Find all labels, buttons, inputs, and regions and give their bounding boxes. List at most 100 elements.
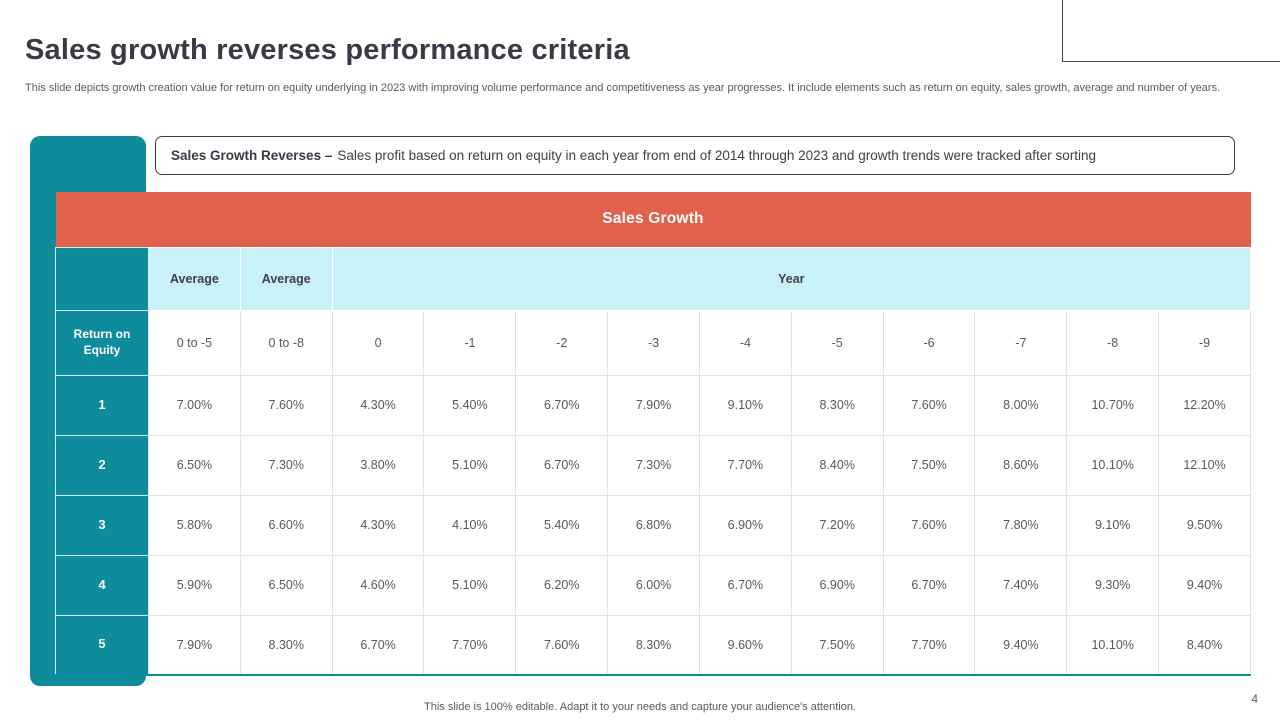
data-cell: 7.30% — [239, 434, 333, 496]
data-cell: 7.40% — [974, 554, 1068, 616]
data-cell: 6.70% — [698, 554, 792, 616]
data-cell: 7.50% — [790, 614, 884, 676]
slide-description: This slide depicts growth creation value… — [25, 82, 1221, 94]
sales-growth-table: Sales Growth Average Average Year Return… — [55, 192, 1252, 676]
range-header-cell: 0 to -5 — [148, 309, 241, 376]
data-cell: 7.60% — [882, 494, 976, 556]
data-cell: 8.40% — [1158, 614, 1251, 676]
table-row: 4 5.90% 6.50% 4.60% 5.10% 6.20% 6.00% 6.70% 6.90… — [55, 554, 1251, 616]
data-cell: 8.00% — [974, 374, 1068, 436]
footer-note: This slide is 100% editable. Adapt it to… — [424, 701, 856, 713]
data-cell: 5.80% — [148, 494, 241, 556]
page-number: 4 — [1251, 692, 1258, 706]
data-cell: 4.10% — [423, 494, 517, 556]
row-label: 2 — [55, 434, 149, 496]
row-label: 4 — [55, 554, 149, 616]
range-header-cell: -9 — [1158, 309, 1251, 376]
data-cell: 9.40% — [1158, 554, 1251, 616]
data-cell: 6.80% — [607, 494, 700, 556]
callout-text: Sales profit based on return on equity i… — [337, 148, 1097, 163]
data-cell: 6.70% — [882, 554, 976, 616]
logo-placeholder — [1062, 0, 1280, 62]
range-header-cell: -3 — [607, 309, 700, 376]
range-header-cell: 0 to -8 — [239, 309, 333, 376]
range-header-cell: -5 — [790, 309, 884, 376]
data-cell: 10.70% — [1066, 374, 1160, 436]
table-row: 5 7.90% 8.30% 6.70% 7.70% 7.60% 8.30% 9.60% 7.50… — [55, 614, 1251, 676]
data-cell: 12.20% — [1158, 374, 1251, 436]
data-cell: 8.40% — [790, 434, 884, 496]
data-cell: 6.50% — [239, 554, 333, 616]
row-label: 5 — [55, 614, 149, 676]
data-cell: 7.70% — [698, 434, 792, 496]
data-cell: 4.30% — [331, 494, 425, 556]
table-row: 3 5.80% 6.60% 4.30% 4.10% 5.40% 6.80% 6.90% 7.20… — [55, 494, 1251, 556]
data-cell: 6.70% — [331, 614, 425, 676]
data-cell: 7.50% — [882, 434, 976, 496]
data-cell: 9.50% — [1158, 494, 1251, 556]
data-cell: 7.60% — [515, 614, 609, 676]
data-cell: 7.60% — [882, 374, 976, 436]
data-cell: 9.30% — [1066, 554, 1160, 616]
data-cell: 7.30% — [607, 434, 700, 496]
table-title-cell: Sales Growth — [55, 192, 1251, 247]
data-cell: 6.50% — [148, 434, 241, 496]
data-cell: 5.10% — [423, 554, 517, 616]
data-cell: 9.10% — [698, 374, 792, 436]
data-cell: 8.30% — [239, 614, 333, 676]
row-label: 3 — [55, 494, 149, 556]
data-cell: 7.20% — [790, 494, 884, 556]
range-header-cell: -6 — [882, 309, 976, 376]
data-cell: 7.90% — [607, 374, 700, 436]
data-cell: 7.70% — [882, 614, 976, 676]
data-cell: 6.70% — [515, 434, 609, 496]
data-cell: 8.30% — [790, 374, 884, 436]
data-cell: 4.60% — [331, 554, 425, 616]
average-header-cell: Average — [148, 246, 241, 311]
range-header-row: Return on Equity 0 to -5 0 to -8 0 -1 -2 -3 -4… — [55, 309, 1251, 376]
data-cell: 5.40% — [515, 494, 609, 556]
data-cell: 10.10% — [1066, 434, 1160, 496]
corner-cell — [55, 246, 149, 311]
row-label: 1 — [55, 374, 149, 436]
data-cell: 9.40% — [974, 614, 1068, 676]
data-cell: 4.30% — [331, 374, 425, 436]
data-cell: 8.30% — [607, 614, 700, 676]
data-cell: 6.60% — [239, 494, 333, 556]
range-header-cell: -8 — [1066, 309, 1160, 376]
data-cell: 5.10% — [423, 434, 517, 496]
data-cell: 9.10% — [1066, 494, 1160, 556]
data-cell: 5.40% — [423, 374, 517, 436]
data-cell: 7.00% — [148, 374, 241, 436]
data-cell: 7.90% — [148, 614, 241, 676]
callout-title: Sales Growth Reverses – — [171, 148, 333, 163]
data-cell: 6.90% — [698, 494, 792, 556]
table-title-row: Sales Growth — [55, 192, 1251, 247]
year-header-cell: Year — [331, 246, 1252, 311]
range-header-cell: -2 — [515, 309, 609, 376]
range-header-cell: 0 — [331, 309, 425, 376]
data-cell: 6.20% — [515, 554, 609, 616]
table-row: 1 7.00% 7.60% 4.30% 5.40% 6.70% 7.90% 9.10% 8.30… — [55, 374, 1251, 436]
data-cell: 7.70% — [423, 614, 517, 676]
table-row: 2 6.50% 7.30% 3.80% 5.10% 6.70% 7.30% 7.70% 8.40… — [55, 434, 1251, 496]
data-cell: 12.10% — [1158, 434, 1251, 496]
row-label-header-cell: Return on Equity — [55, 309, 149, 376]
data-cell: 6.90% — [790, 554, 884, 616]
data-cell: 8.60% — [974, 434, 1068, 496]
data-cell: 5.90% — [148, 554, 241, 616]
data-cell: 10.10% — [1066, 614, 1160, 676]
data-cell: 9.60% — [698, 614, 792, 676]
page-title: Sales growth reverses performance criter… — [25, 34, 630, 66]
table-subheader-row: Average Average Year — [55, 246, 1252, 311]
callout-box: Sales Growth Reverses – Sales profit bas… — [155, 136, 1235, 175]
data-cell: 6.00% — [607, 554, 700, 616]
range-header-cell: -1 — [423, 309, 517, 376]
data-cell: 6.70% — [515, 374, 609, 436]
range-header-cell: -4 — [698, 309, 792, 376]
average-header-cell: Average — [239, 246, 333, 311]
data-cell: 3.80% — [331, 434, 425, 496]
data-cell: 7.60% — [239, 374, 333, 436]
range-header-cell: -7 — [974, 309, 1068, 376]
